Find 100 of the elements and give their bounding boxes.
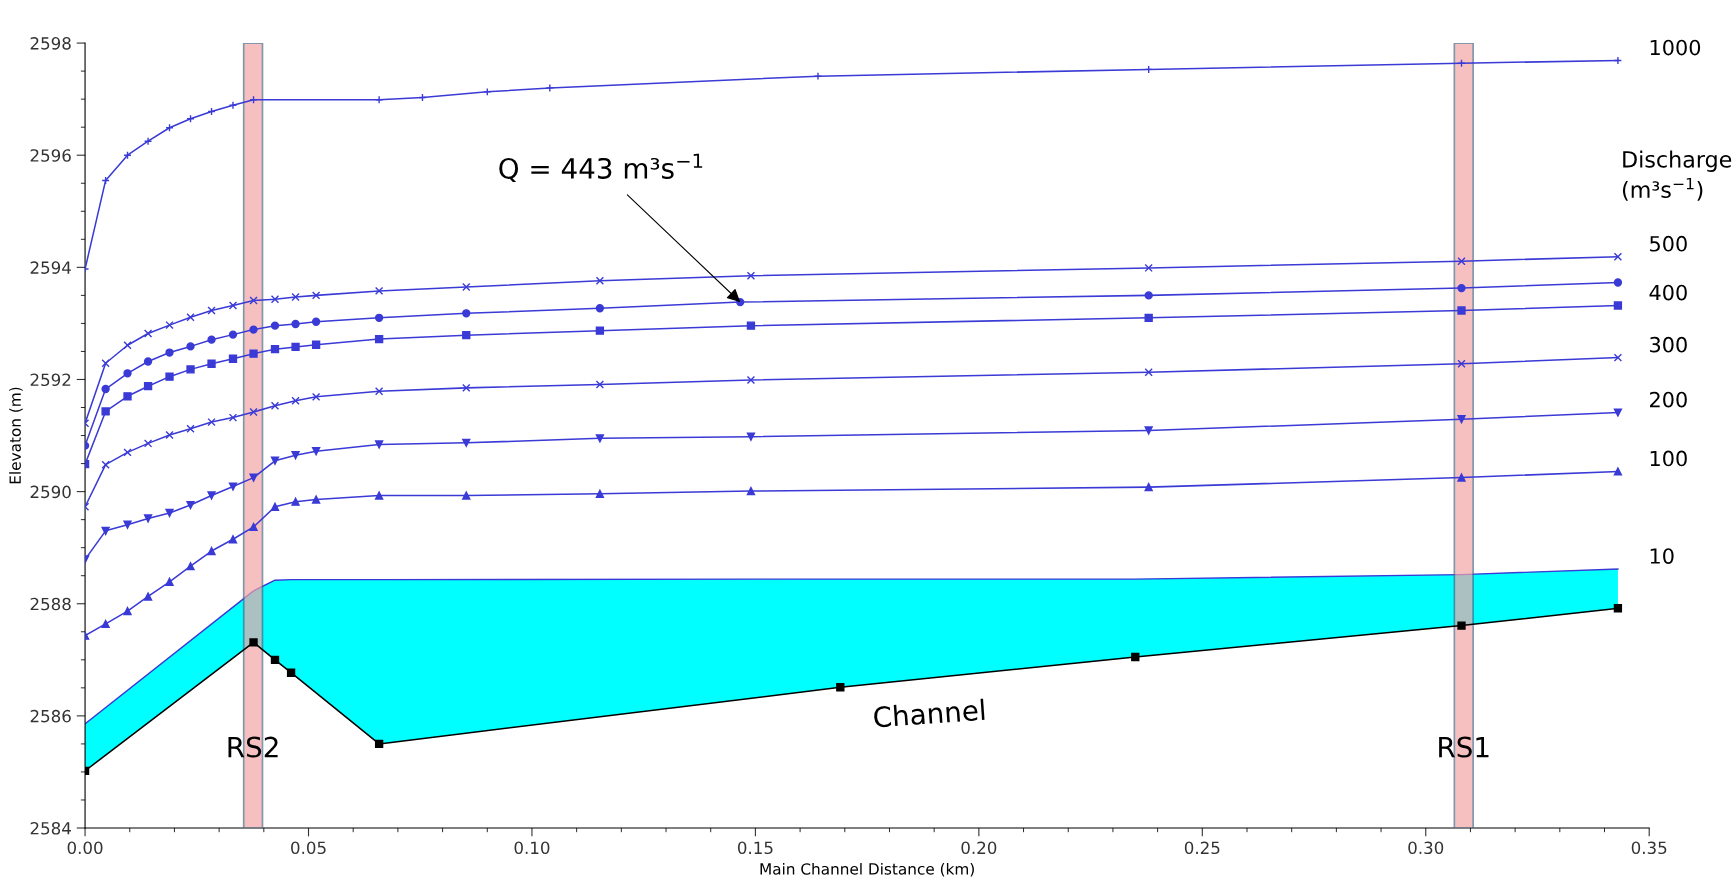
point bbox=[270, 295, 280, 304]
point bbox=[165, 372, 174, 381]
point bbox=[249, 296, 258, 305]
point bbox=[101, 407, 110, 416]
point bbox=[311, 447, 321, 456]
point bbox=[1144, 263, 1153, 273]
point bbox=[374, 440, 384, 449]
point bbox=[1144, 291, 1153, 300]
point bbox=[207, 546, 216, 556]
point bbox=[143, 592, 153, 601]
point bbox=[374, 313, 384, 322]
point bbox=[249, 638, 258, 647]
point bbox=[746, 271, 756, 280]
annotation: Discharge (m³s$^{−1}$) bbox=[1622, 150, 1732, 201]
x-axis-title: Main Channel Distance (km) bbox=[760, 862, 974, 877]
point bbox=[165, 508, 174, 518]
annotation: Q = 443 m³s$^{−1}$ bbox=[499, 153, 703, 183]
point bbox=[1457, 306, 1466, 315]
point bbox=[746, 432, 756, 441]
point bbox=[1457, 257, 1466, 266]
y-axis-title: Elevaton (m) bbox=[9, 387, 23, 484]
point bbox=[836, 683, 845, 692]
point bbox=[207, 417, 216, 427]
point bbox=[186, 500, 195, 510]
series-label: 10 bbox=[1650, 548, 1674, 564]
point bbox=[1613, 252, 1623, 261]
y-tick-label: 2598 bbox=[30, 37, 71, 50]
point bbox=[101, 619, 110, 629]
point bbox=[143, 382, 153, 391]
point bbox=[270, 321, 280, 330]
point bbox=[1457, 359, 1466, 368]
point bbox=[143, 357, 153, 366]
point bbox=[1613, 353, 1623, 362]
point bbox=[1144, 313, 1153, 322]
point bbox=[165, 577, 174, 587]
point bbox=[143, 439, 153, 448]
point bbox=[101, 526, 110, 536]
point bbox=[1613, 56, 1623, 65]
point bbox=[1144, 426, 1153, 435]
point bbox=[374, 491, 384, 500]
point bbox=[207, 491, 216, 500]
x-tick-label: 0.10 bbox=[514, 841, 550, 855]
point bbox=[1457, 415, 1466, 424]
point bbox=[249, 522, 258, 532]
point bbox=[1613, 604, 1623, 613]
point bbox=[311, 495, 321, 504]
point bbox=[249, 407, 258, 417]
series-label: 1000 bbox=[1650, 39, 1701, 56]
point bbox=[462, 282, 471, 292]
point bbox=[462, 383, 471, 393]
point bbox=[595, 380, 605, 389]
point bbox=[746, 321, 756, 330]
point bbox=[1613, 301, 1623, 310]
point bbox=[270, 655, 280, 664]
series-label: 500 bbox=[1650, 235, 1687, 252]
point bbox=[270, 345, 280, 354]
point bbox=[123, 520, 132, 529]
point bbox=[746, 486, 756, 496]
point bbox=[249, 349, 258, 358]
point bbox=[228, 354, 238, 363]
point bbox=[595, 326, 605, 335]
y-tick-label: 2594 bbox=[30, 261, 71, 274]
point bbox=[1613, 467, 1623, 476]
x-tick-label: 0.00 bbox=[67, 841, 103, 855]
y-tick-label: 2586 bbox=[30, 709, 71, 723]
point bbox=[291, 497, 300, 506]
point bbox=[462, 438, 471, 448]
point bbox=[143, 514, 153, 523]
point bbox=[595, 276, 605, 285]
point bbox=[291, 319, 300, 329]
series-label: 400 bbox=[1649, 284, 1687, 301]
y-tick-label: 2584 bbox=[30, 821, 71, 835]
point bbox=[228, 301, 238, 310]
series-label: 100 bbox=[1650, 450, 1687, 467]
point bbox=[101, 460, 110, 469]
point bbox=[165, 348, 174, 357]
point bbox=[1457, 473, 1466, 482]
point bbox=[101, 359, 110, 368]
point bbox=[1144, 482, 1153, 492]
x-tick-label: 0.35 bbox=[1631, 841, 1667, 855]
point bbox=[228, 330, 238, 339]
point bbox=[595, 434, 605, 443]
point bbox=[1131, 652, 1140, 662]
point bbox=[291, 451, 300, 460]
y-tick-label: 2596 bbox=[30, 149, 71, 162]
x-tick-label: 0.20 bbox=[961, 841, 997, 855]
point bbox=[595, 489, 605, 499]
point bbox=[123, 448, 132, 457]
y-tick-label: 2588 bbox=[30, 597, 71, 611]
point bbox=[165, 320, 174, 330]
point bbox=[1144, 368, 1153, 377]
point bbox=[186, 424, 195, 433]
point bbox=[1613, 278, 1623, 287]
point bbox=[462, 491, 471, 500]
point bbox=[207, 335, 216, 344]
point bbox=[291, 396, 300, 405]
point bbox=[228, 482, 238, 491]
point bbox=[595, 304, 605, 313]
point bbox=[165, 430, 174, 440]
point bbox=[249, 325, 258, 334]
